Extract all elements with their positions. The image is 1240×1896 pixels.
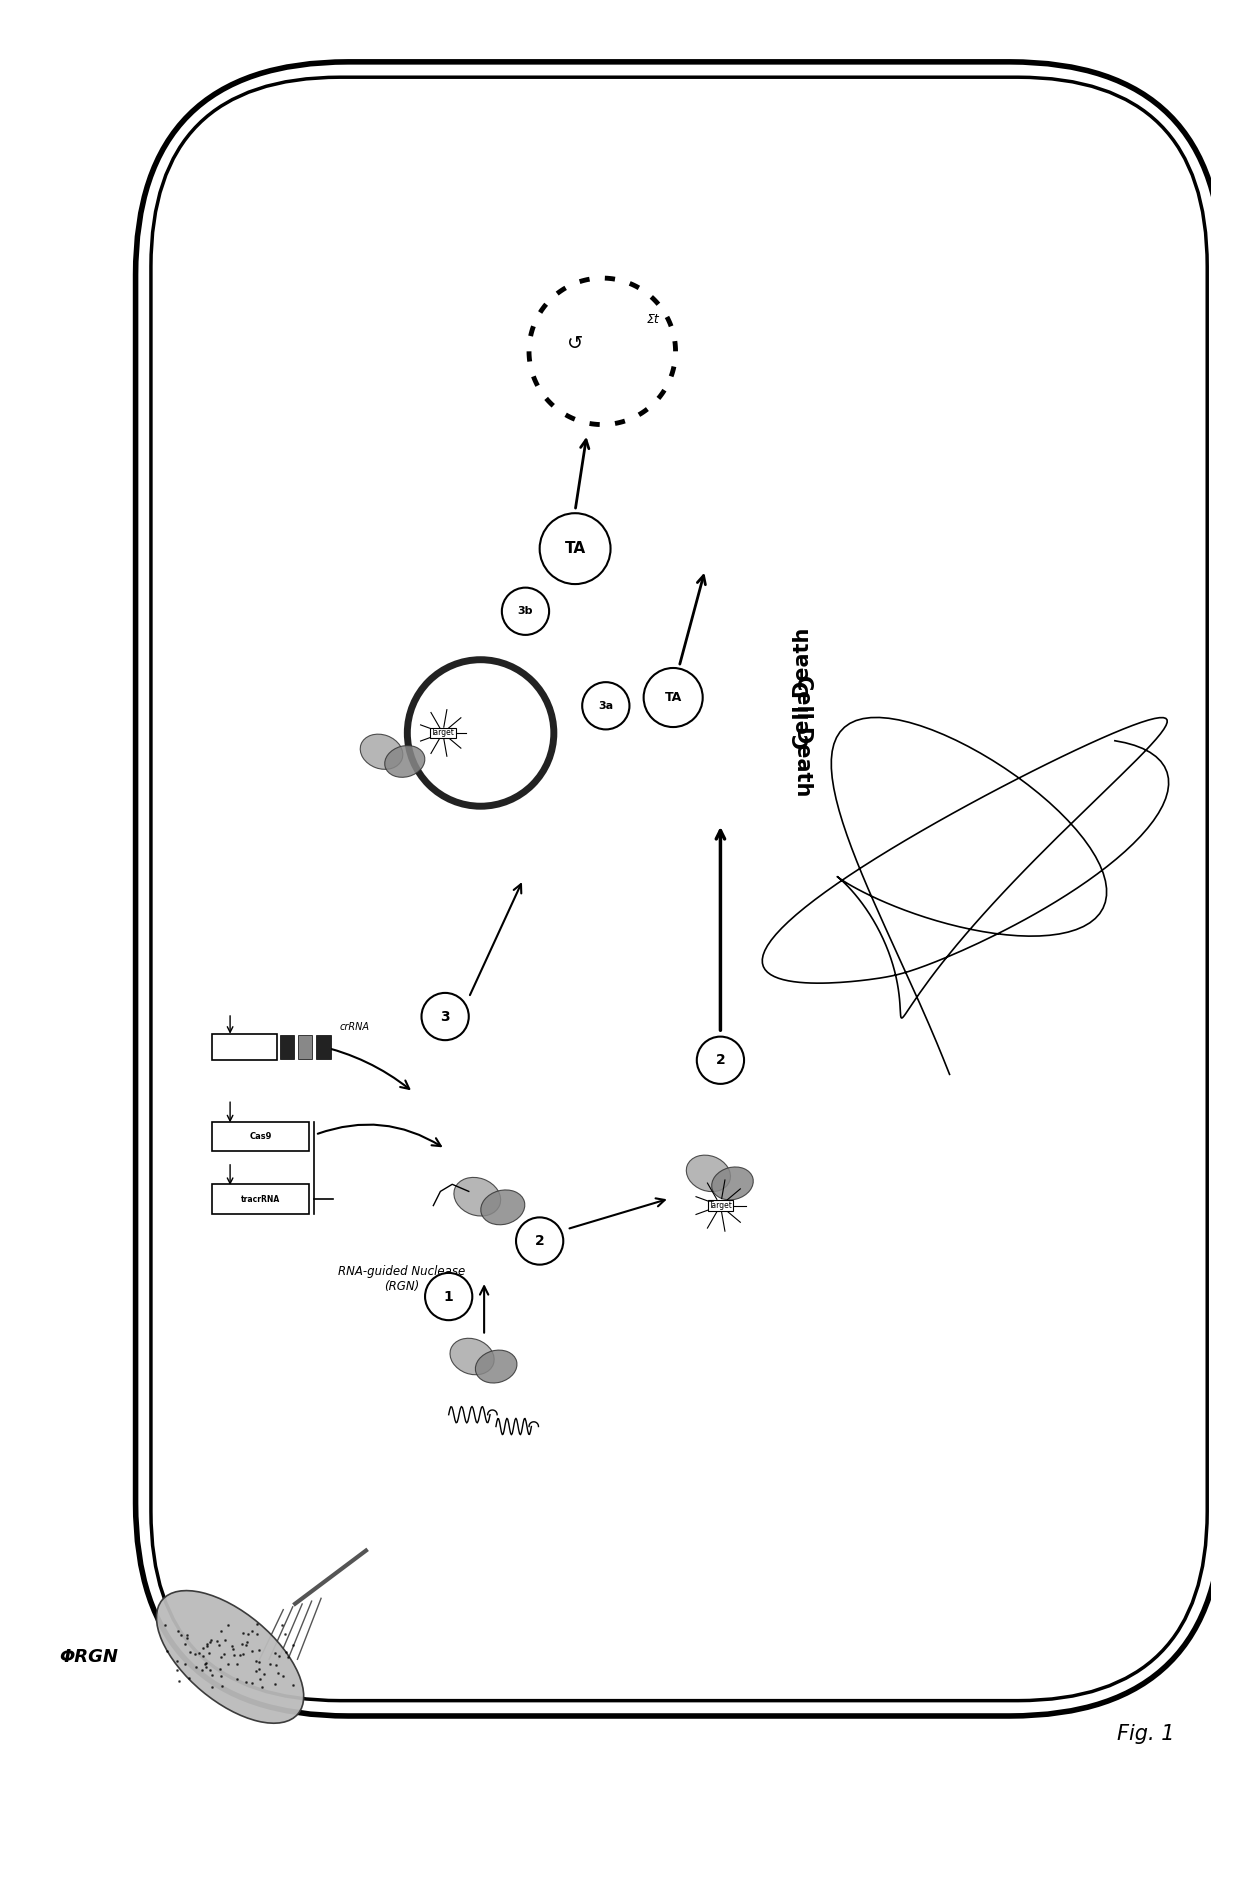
Text: RNA-guided Nuclease
(RGN): RNA-guided Nuclease (RGN) (337, 1265, 465, 1293)
Circle shape (502, 588, 549, 635)
Ellipse shape (712, 1166, 753, 1200)
Ellipse shape (454, 1177, 501, 1215)
Bar (316, 1035, 331, 1060)
Text: Fig. 1: Fig. 1 (1117, 1723, 1174, 1744)
Circle shape (422, 994, 469, 1041)
Text: TA: TA (665, 690, 682, 703)
FancyBboxPatch shape (212, 1185, 309, 1213)
Text: 3a: 3a (598, 702, 614, 711)
Text: Σt: Σt (647, 313, 660, 326)
Text: 3b: 3b (518, 607, 533, 616)
Ellipse shape (686, 1155, 730, 1191)
Bar (298, 1035, 312, 1060)
Text: Target: Target (708, 1200, 733, 1210)
Text: ↺: ↺ (567, 334, 583, 353)
Circle shape (697, 1037, 744, 1085)
Text: 1: 1 (444, 1289, 454, 1304)
Text: Cas9: Cas9 (249, 1132, 272, 1141)
Text: 2: 2 (715, 1054, 725, 1067)
Text: 2: 2 (534, 1234, 544, 1248)
Text: TA: TA (564, 540, 585, 556)
Ellipse shape (475, 1350, 517, 1382)
FancyBboxPatch shape (135, 63, 1223, 1716)
Text: ΦRGN: ΦRGN (58, 1648, 118, 1667)
Ellipse shape (156, 1591, 304, 1723)
FancyBboxPatch shape (212, 1033, 278, 1060)
Bar (280, 1035, 294, 1060)
Text: Cell Death: Cell Death (794, 628, 813, 749)
Text: Cell Death: Cell Death (794, 675, 813, 796)
Circle shape (425, 1272, 472, 1320)
Circle shape (644, 667, 703, 726)
Circle shape (516, 1217, 563, 1265)
Text: Target: Target (430, 728, 455, 738)
Ellipse shape (361, 734, 403, 770)
FancyBboxPatch shape (212, 1122, 309, 1151)
Ellipse shape (481, 1191, 525, 1225)
Text: 3: 3 (440, 1009, 450, 1024)
Ellipse shape (384, 745, 425, 777)
Text: tracrRNA: tracrRNA (242, 1194, 280, 1204)
Text: crRNA: crRNA (340, 1022, 370, 1031)
Ellipse shape (450, 1339, 495, 1375)
Circle shape (583, 683, 630, 730)
Circle shape (539, 514, 610, 584)
